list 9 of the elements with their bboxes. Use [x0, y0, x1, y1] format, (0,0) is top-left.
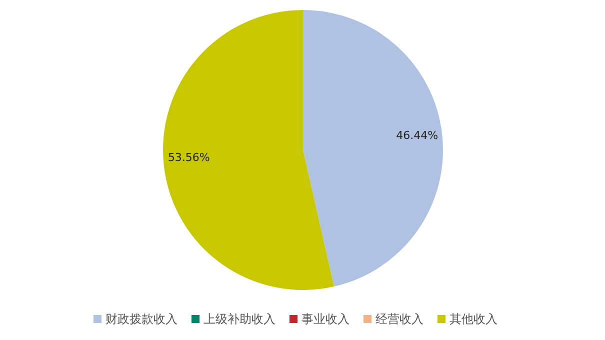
pie-slice [163, 10, 334, 290]
pie-slice [303, 10, 443, 287]
data-label: 53.56% [168, 150, 210, 164]
legend-label: 财政拨款收入 [106, 312, 178, 326]
legend-label: 其他收入 [450, 312, 498, 326]
legend-label: 经营收入 [376, 312, 424, 326]
data-label: 46.44% [396, 129, 438, 142]
legend-label: 上级补助收入 [204, 312, 276, 326]
legend-label: 事业收入 [302, 312, 350, 326]
